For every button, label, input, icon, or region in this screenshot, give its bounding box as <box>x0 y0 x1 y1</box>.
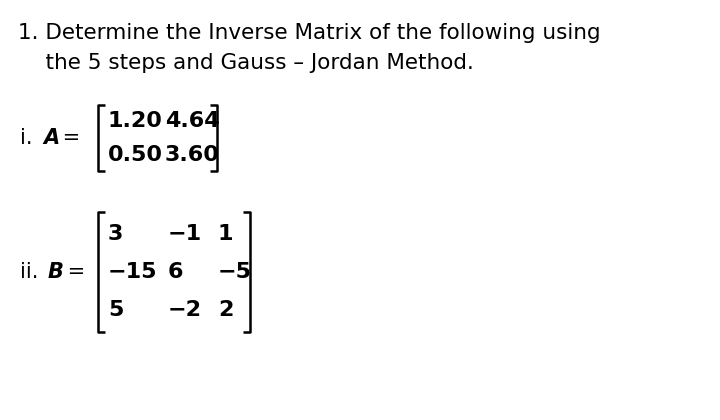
Text: 6: 6 <box>168 262 184 282</box>
Text: =: = <box>61 262 85 282</box>
Text: −2: −2 <box>168 300 202 320</box>
Text: −15: −15 <box>108 262 158 282</box>
Text: 2: 2 <box>218 300 233 320</box>
Text: 3.60: 3.60 <box>165 145 220 165</box>
Text: −5: −5 <box>218 262 252 282</box>
Text: ii.: ii. <box>20 262 45 282</box>
Text: A: A <box>43 128 59 148</box>
Text: =: = <box>56 128 80 148</box>
Text: 0.50: 0.50 <box>108 145 163 165</box>
Text: i.: i. <box>20 128 39 148</box>
Text: 1: 1 <box>218 224 233 244</box>
Text: −1: −1 <box>168 224 202 244</box>
Text: B: B <box>48 262 64 282</box>
Text: 3: 3 <box>108 224 123 244</box>
Text: the 5 steps and Gauss – Jordan Method.: the 5 steps and Gauss – Jordan Method. <box>18 53 474 73</box>
Text: 1. Determine the Inverse Matrix of the following using: 1. Determine the Inverse Matrix of the f… <box>18 23 600 43</box>
Text: 4.64: 4.64 <box>165 111 220 131</box>
Text: 5: 5 <box>108 300 123 320</box>
Text: 1.20: 1.20 <box>108 111 163 131</box>
